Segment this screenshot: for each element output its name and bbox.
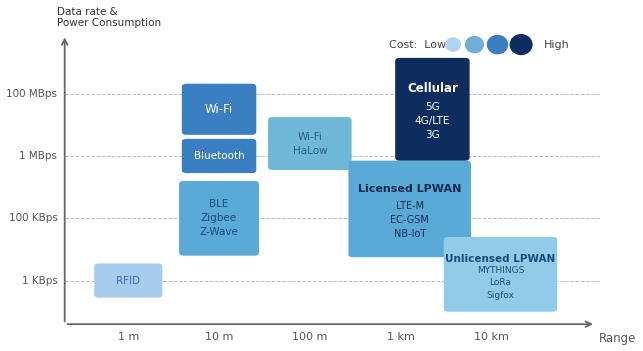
FancyBboxPatch shape (179, 181, 259, 256)
Text: 1 m: 1 m (118, 332, 139, 342)
Ellipse shape (487, 35, 507, 54)
Text: 100 MBps: 100 MBps (6, 89, 57, 99)
Text: Wi-Fi: Wi-Fi (205, 103, 233, 116)
Text: 1 km: 1 km (386, 332, 415, 342)
Text: BLE
Zigbee
Z-Wave: BLE Zigbee Z-Wave (199, 199, 239, 237)
FancyBboxPatch shape (95, 264, 162, 298)
Text: 1 KBps: 1 KBps (22, 276, 57, 286)
Text: Cost:  Low: Cost: Low (389, 40, 446, 49)
Text: RFID: RFID (116, 276, 140, 286)
Text: Unlicensed LPWAN: Unlicensed LPWAN (446, 254, 556, 264)
Text: 10 km: 10 km (474, 332, 509, 342)
Text: Licensed LPWAN: Licensed LPWAN (358, 184, 462, 194)
Text: Range: Range (599, 332, 636, 345)
Text: Data rate &
Power Consumption: Data rate & Power Consumption (57, 7, 161, 28)
Text: 100 KBps: 100 KBps (8, 213, 57, 223)
Text: MYTHINGS
LoRa
Sigfox: MYTHINGS LoRa Sigfox (477, 266, 524, 299)
Text: Wi-Fi
HaLow: Wi-Fi HaLow (293, 132, 327, 155)
Text: 1 MBps: 1 MBps (19, 151, 57, 161)
FancyBboxPatch shape (395, 58, 469, 161)
FancyBboxPatch shape (444, 237, 557, 312)
FancyBboxPatch shape (349, 161, 471, 257)
Ellipse shape (466, 37, 484, 53)
Text: 5G
4G/LTE
3G: 5G 4G/LTE 3G (415, 102, 450, 140)
FancyBboxPatch shape (268, 117, 352, 170)
Text: 10 m: 10 m (205, 332, 233, 342)
Text: High: High (544, 40, 570, 49)
Text: 100 m: 100 m (292, 332, 327, 342)
FancyBboxPatch shape (182, 84, 257, 135)
Text: Cellular: Cellular (407, 81, 458, 94)
Ellipse shape (511, 35, 532, 54)
Text: Bluetooth: Bluetooth (194, 151, 244, 161)
FancyBboxPatch shape (182, 139, 257, 173)
Text: LTE-M
EC-GSM
NB-IoT: LTE-M EC-GSM NB-IoT (390, 201, 429, 239)
Ellipse shape (446, 38, 460, 51)
